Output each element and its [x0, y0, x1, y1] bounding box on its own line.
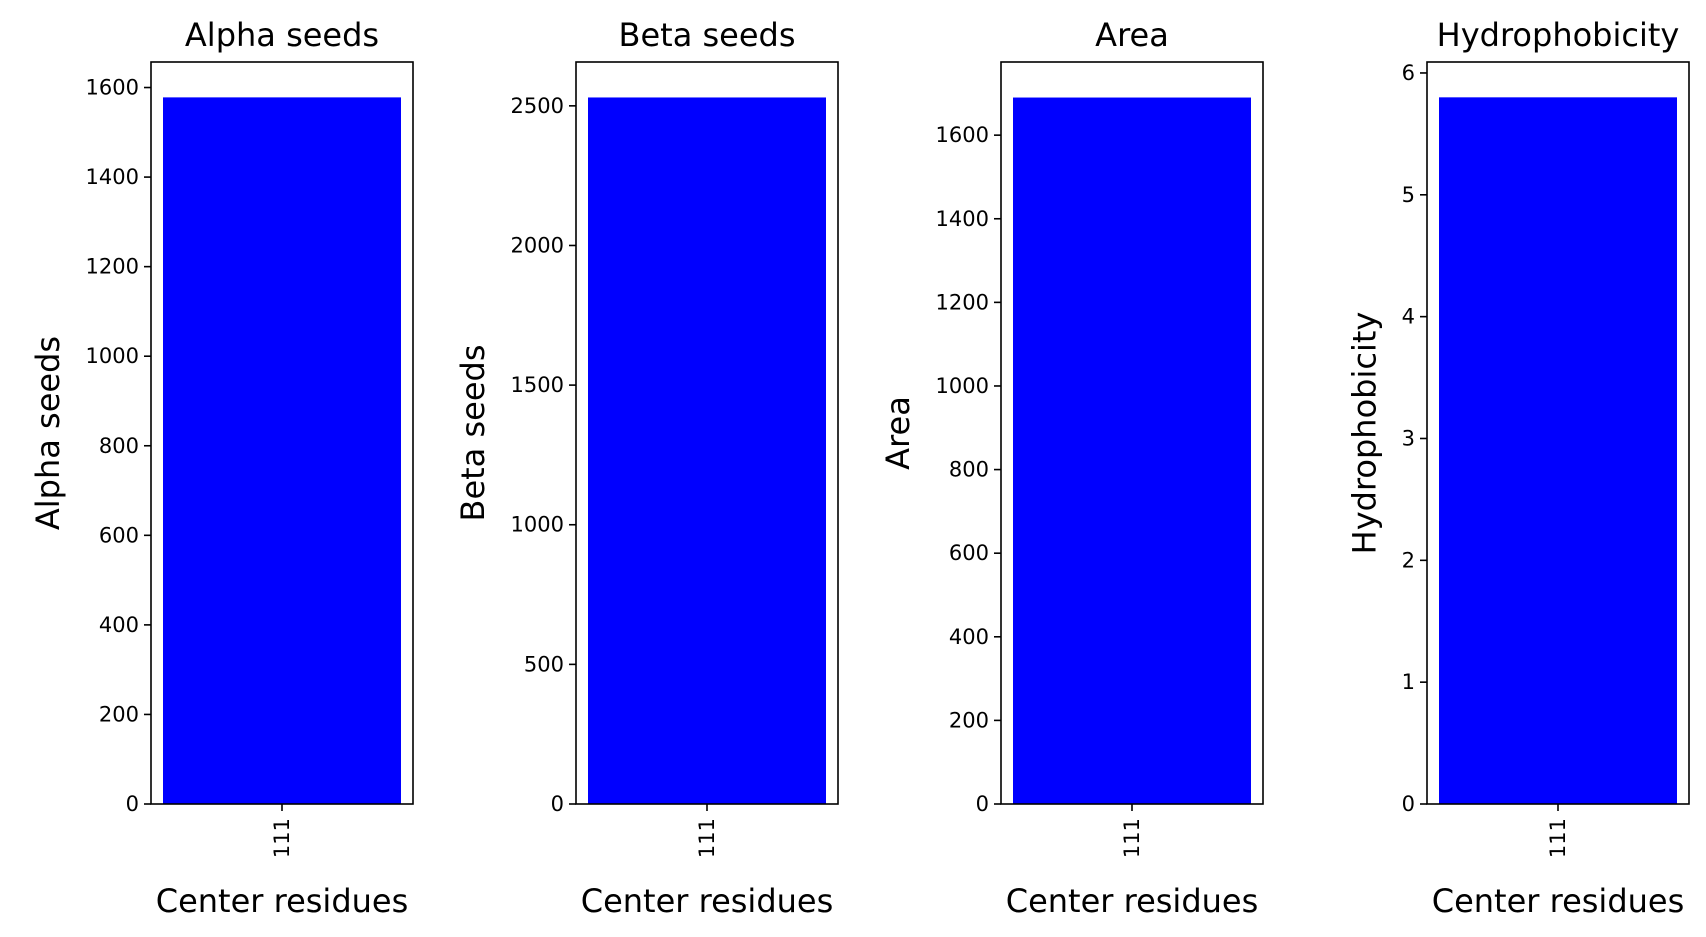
y-tick-label: 1000 — [936, 374, 989, 398]
y-tick-label: 1600 — [86, 76, 139, 100]
y-tick-label: 1000 — [86, 344, 139, 368]
bar-111 — [1013, 97, 1251, 804]
y-tick-label: 600 — [949, 541, 989, 565]
x-axis-label: Center residues — [156, 882, 409, 920]
chart-panel-1: 0 200 400 600 800 1000 1200 1400 1600 111 Alpha se… — [29, 16, 414, 920]
bar-111 — [588, 97, 826, 805]
chart-title: Alpha seeds — [185, 16, 379, 54]
y-tick-label: 2 — [1402, 548, 1415, 572]
y-tick-label: 0 — [126, 792, 139, 816]
chart-title: Beta seeds — [619, 16, 796, 54]
x-tick-label: 111 — [695, 818, 719, 858]
y-tick-label: 3 — [1402, 426, 1415, 450]
y-axis-label: Area — [879, 396, 917, 470]
y-tick-label: 6 — [1402, 61, 1415, 85]
x-axis-label: Center residues — [581, 882, 834, 920]
y-tick-label: 400 — [949, 625, 989, 649]
y-tick-label: 600 — [99, 523, 139, 547]
y-tick-label: 1200 — [86, 255, 139, 279]
chart-title: Area — [1095, 16, 1169, 54]
y-tick-label: 2000 — [511, 233, 564, 257]
y-tick-label: 1500 — [511, 373, 564, 397]
chart-panel-2: 0 500 1000 1500 2000 2500 111 Beta seeds Center … — [454, 16, 839, 920]
y-tick-label: 200 — [949, 708, 989, 732]
y-tick-label: 800 — [949, 458, 989, 482]
x-axis-label: Center residues — [1432, 882, 1685, 920]
y-tick-label: 1000 — [511, 513, 564, 537]
y-tick-label: 400 — [99, 613, 139, 637]
y-tick-label: 0 — [976, 792, 989, 816]
y-tick-label: 200 — [99, 702, 139, 726]
y-tick-label: 1600 — [936, 123, 989, 147]
chart-panel-4: 0 1 2 3 4 5 6 111 Hydrophobicity Center residues H… — [1346, 16, 1690, 920]
y-tick-label: 4 — [1402, 305, 1415, 329]
bar-111 — [1439, 97, 1677, 805]
y-tick-label: 1 — [1402, 670, 1415, 694]
bar-111 — [163, 97, 401, 805]
y-tick-label: 0 — [1402, 792, 1415, 816]
y-tick-label: 800 — [99, 434, 139, 458]
x-tick-label: 111 — [1546, 818, 1570, 858]
y-tick-label: 1400 — [86, 165, 139, 189]
y-tick-label: 1200 — [936, 290, 989, 314]
y-axis-label: Alpha seeds — [29, 336, 67, 530]
chart-title: Hydrophobicity — [1437, 16, 1680, 54]
y-tick-label: 1400 — [936, 207, 989, 231]
chart-panel-3: 0 200 400 600 800 1000 1200 1400 1600 111 Area Cent… — [879, 16, 1264, 920]
y-tick-label: 0 — [551, 792, 564, 816]
x-tick-label: 111 — [270, 818, 294, 858]
x-tick-label: 111 — [1120, 818, 1144, 858]
y-tick-label: 500 — [524, 652, 564, 676]
y-tick-label: 2500 — [511, 94, 564, 118]
y-axis-label: Beta seeds — [454, 345, 492, 522]
y-axis-label: Hydrophobicity — [1346, 312, 1384, 555]
x-axis-label: Center residues — [1006, 882, 1259, 920]
y-tick-label: 5 — [1402, 183, 1415, 207]
